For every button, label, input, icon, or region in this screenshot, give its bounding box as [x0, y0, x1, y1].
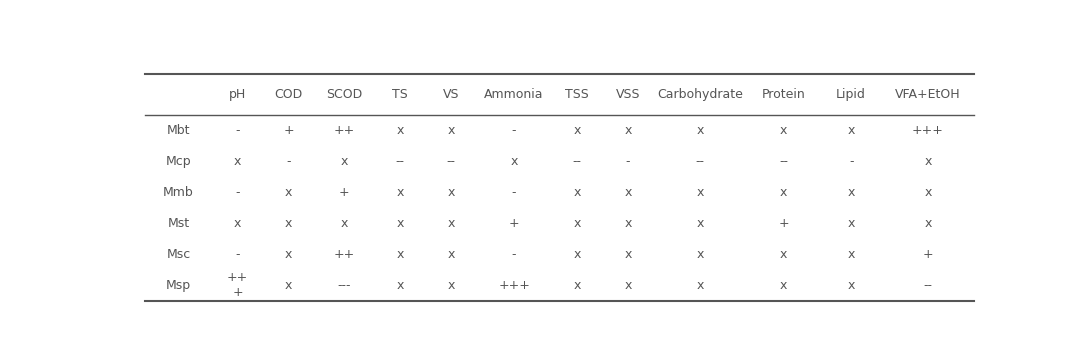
Text: SCOD: SCOD — [327, 88, 363, 101]
Text: x: x — [625, 279, 631, 292]
Text: +: + — [340, 186, 349, 199]
Text: Msc: Msc — [166, 248, 191, 261]
Text: x: x — [573, 279, 581, 292]
Text: Lipid: Lipid — [836, 88, 866, 101]
Text: Mcp: Mcp — [166, 155, 191, 168]
Text: Ammonia: Ammonia — [485, 88, 544, 101]
Text: VFA+EtOH: VFA+EtOH — [895, 88, 961, 101]
Text: x: x — [625, 217, 631, 230]
Text: -: - — [512, 186, 517, 199]
Text: +++: +++ — [912, 124, 943, 137]
Text: x: x — [285, 248, 293, 261]
Text: Mst: Mst — [167, 217, 190, 230]
Text: x: x — [448, 217, 455, 230]
Text: --: -- — [780, 155, 788, 168]
Text: x: x — [573, 186, 581, 199]
Text: x: x — [847, 279, 855, 292]
Text: x: x — [697, 279, 703, 292]
Text: pH: pH — [229, 88, 246, 101]
Text: -: - — [235, 248, 240, 261]
Text: x: x — [625, 248, 631, 261]
Text: ++: ++ — [334, 248, 355, 261]
Text: -: - — [626, 155, 630, 168]
Text: --: -- — [395, 155, 405, 168]
Text: x: x — [285, 279, 293, 292]
Text: x: x — [396, 124, 404, 137]
Text: ---: --- — [337, 279, 352, 292]
Text: x: x — [924, 155, 931, 168]
Text: x: x — [448, 124, 455, 137]
Text: x: x — [697, 217, 703, 230]
Text: --: -- — [696, 155, 704, 168]
Text: Mmb: Mmb — [163, 186, 193, 199]
Text: x: x — [448, 279, 455, 292]
Text: x: x — [847, 186, 855, 199]
Text: Protein: Protein — [762, 88, 806, 101]
Text: x: x — [285, 217, 293, 230]
Text: x: x — [847, 248, 855, 261]
Text: x: x — [341, 155, 348, 168]
Text: x: x — [448, 248, 455, 261]
Text: -: - — [286, 155, 290, 168]
Text: x: x — [573, 124, 581, 137]
Text: x: x — [573, 248, 581, 261]
Text: x: x — [396, 217, 404, 230]
Text: -: - — [512, 248, 517, 261]
Text: COD: COD — [274, 88, 302, 101]
Text: x: x — [396, 186, 404, 199]
Text: x: x — [847, 217, 855, 230]
Text: x: x — [510, 155, 518, 168]
Text: VSS: VSS — [616, 88, 640, 101]
Text: x: x — [924, 186, 931, 199]
Text: x: x — [697, 124, 703, 137]
Text: x: x — [780, 248, 787, 261]
Text: Mbt: Mbt — [167, 124, 190, 137]
Text: -: - — [235, 186, 240, 199]
Text: -: - — [848, 155, 853, 168]
Text: TS: TS — [392, 88, 408, 101]
Text: x: x — [780, 124, 787, 137]
Text: --: -- — [572, 155, 581, 168]
Text: +: + — [779, 217, 790, 230]
Text: x: x — [847, 124, 855, 137]
Text: x: x — [234, 155, 241, 168]
Text: --: -- — [447, 155, 455, 168]
Text: Carbohydrate: Carbohydrate — [657, 88, 743, 101]
Text: x: x — [396, 248, 404, 261]
Text: +: + — [923, 248, 934, 261]
Text: VS: VS — [443, 88, 460, 101]
Text: +++: +++ — [498, 279, 530, 292]
Text: -: - — [235, 124, 240, 137]
Text: x: x — [625, 186, 631, 199]
Text: x: x — [396, 279, 404, 292]
Text: x: x — [697, 248, 703, 261]
Text: x: x — [234, 217, 241, 230]
Text: x: x — [924, 217, 931, 230]
Text: -: - — [512, 124, 517, 137]
Text: --: -- — [924, 279, 933, 292]
Text: x: x — [341, 217, 348, 230]
Text: ++
+: ++ + — [227, 271, 248, 299]
Text: TSS: TSS — [565, 88, 589, 101]
Text: x: x — [697, 186, 703, 199]
Text: x: x — [285, 186, 293, 199]
Text: x: x — [448, 186, 455, 199]
Text: x: x — [573, 217, 581, 230]
Text: x: x — [780, 186, 787, 199]
Text: x: x — [780, 279, 787, 292]
Text: +: + — [283, 124, 294, 137]
Text: Msp: Msp — [166, 279, 191, 292]
Text: x: x — [625, 124, 631, 137]
Text: ++: ++ — [334, 124, 355, 137]
Text: +: + — [509, 217, 520, 230]
